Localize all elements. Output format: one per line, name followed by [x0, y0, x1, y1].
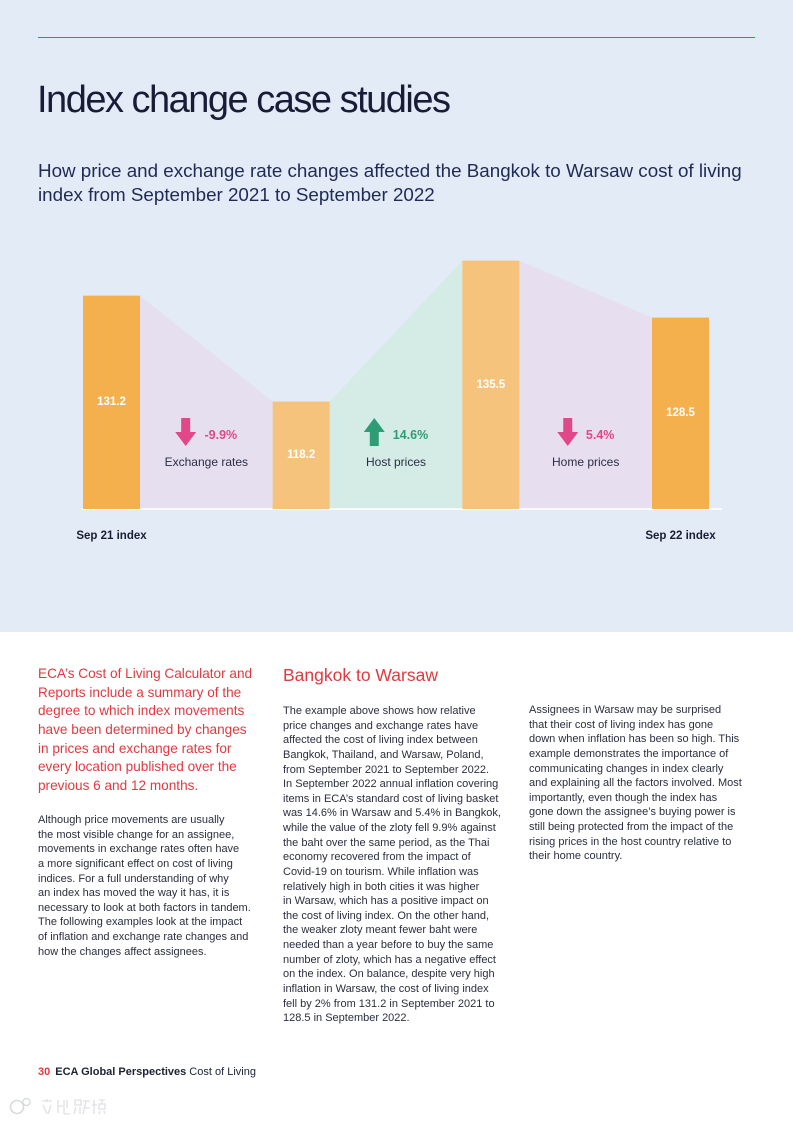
- text-line: Covid-19 on tourism. While inflation was: [283, 865, 479, 878]
- text-line: Bangkok, Thailand, and Warsaw, Poland,: [283, 748, 484, 761]
- change-band: [329, 260, 463, 509]
- chart-canvas: [82, 260, 722, 510]
- text-line: Although price movements are usually: [38, 814, 225, 826]
- text-line: relatively high in both cities it was hi…: [283, 880, 480, 893]
- index-bar: [83, 295, 140, 509]
- text-line: indices. For a full understanding of why: [38, 872, 229, 885]
- text-line: necessary to look at both factors in tan…: [38, 901, 251, 914]
- arrow-shape: [556, 418, 578, 446]
- top-rule: [38, 36, 755, 38]
- text-line: 128.5 in September 2022.: [283, 1012, 410, 1025]
- intro-line: degree to which index movements: [38, 703, 245, 719]
- intro-line: every location published over the: [38, 759, 237, 775]
- chart-title: How price and exchange rate changes affe…: [38, 159, 742, 206]
- text-line: the cost of living index. On the other h…: [283, 909, 490, 922]
- text-line: needed than a year before to buy the sam…: [283, 939, 494, 951]
- watermark-logo-icon: [9, 1097, 106, 1115]
- text-line: rising prices in the host country relati…: [529, 835, 732, 848]
- chart-title-line: How price and exchange rate changes affe…: [38, 160, 742, 181]
- text-line: inflation in Warsaw, the cost of living …: [283, 982, 489, 995]
- column-3-paragraph: Assignees in Warsaw may be surprised that…: [529, 703, 742, 864]
- intro-paragraph: ECA’s Cost of Living Calculator and Repor…: [38, 665, 252, 796]
- text-line: communicating changes in index clearly: [529, 762, 724, 775]
- text-line: example demonstrates the importance of: [529, 747, 729, 760]
- text-line: the most visible change for an assignee,: [38, 828, 235, 841]
- intro-line: in prices and exchange rates for: [38, 740, 232, 756]
- page-number: 30: [38, 1066, 51, 1078]
- intro-line: previous 6 and 12 months.: [38, 778, 199, 794]
- bar-value-label: 135.5: [476, 378, 506, 391]
- change-band: [519, 260, 653, 509]
- text-line: while the value of the zloty fell 9.9% a…: [283, 822, 496, 834]
- change-value-label: 14.6%: [392, 428, 429, 442]
- change-factor-label: Home prices: [551, 455, 620, 469]
- text-line: on the index. On balance, despite very h…: [283, 968, 495, 981]
- text-line: how the changes affect assignees.: [38, 945, 207, 958]
- text-line: importantly, even though the index has: [529, 791, 718, 804]
- change-annotation: 14.6%: [363, 418, 429, 446]
- text-line: their home country.: [529, 850, 623, 863]
- text-line: still being protected from the impact of…: [529, 821, 734, 833]
- chart-label-layer: -9.9% Exchange rates 14.6% Host prices 5.4% H…: [76, 378, 716, 542]
- text-line: Assignees in Warsaw may be surprised: [529, 704, 722, 716]
- change-band: [140, 295, 273, 509]
- chart-title-line: index from September 2021 to September 2…: [38, 183, 435, 205]
- text-line: down when inflation has been so high. Th…: [529, 733, 740, 746]
- change-annotation: 5.4%: [556, 418, 615, 446]
- text-line: the baht over the same period, as the Th…: [283, 836, 490, 849]
- x-axis-label: Sep 21 index: [76, 530, 147, 542]
- text-line: of inflation and exchange rate changes a…: [38, 931, 249, 943]
- section-heading: Bangkok to Warsaw: [283, 665, 438, 685]
- x-axis-label: Sep 22 index: [645, 530, 716, 542]
- text-line: in Warsaw, which has a positive impact o…: [283, 895, 489, 908]
- column-1-paragraph: Although price movements are usually the …: [38, 813, 251, 959]
- text-line: economy recovered from the impact of: [283, 851, 471, 864]
- text-line: fell by 2% from 131.2 in September 2021 …: [283, 997, 495, 1010]
- watermark: [6, 1094, 106, 1122]
- text-line: and explaining all the factors involved.…: [529, 777, 742, 790]
- text-line: movements in exchange rates often have: [38, 843, 240, 856]
- intro-line: ECA’s Cost of Living Calculator and: [38, 666, 253, 681]
- change-factor-label: Exchange rates: [164, 455, 249, 469]
- change-value-label: -9.9%: [204, 428, 238, 442]
- waterfall-chart: -9.9% Exchange rates 14.6% Host prices 5.4% H…: [76, 260, 722, 542]
- change-value-label: 5.4%: [585, 428, 615, 442]
- text-line: number of zloty, which has a negative ef…: [283, 953, 496, 966]
- publication-name: ECA Global Perspectives: [55, 1066, 187, 1078]
- intro-line: have been determined by changes: [38, 722, 247, 738]
- arrow-up-icon: [363, 418, 385, 446]
- text-line: a more significant effect on cost of liv…: [38, 857, 233, 870]
- arrow-shape: [175, 418, 197, 446]
- text-line: the weaker zloty meant fewer baht were: [283, 924, 478, 937]
- page-footer: 30 ECA Global Perspectives Cost of Living: [38, 1065, 256, 1079]
- text-line: gone down the assignee’s buying power is: [529, 806, 736, 819]
- arrow-down-icon: [556, 418, 578, 446]
- index-bar: [272, 401, 330, 509]
- text-line: was 14.6% in Warsaw and 5.4% in Bangkok,: [283, 807, 501, 820]
- change-factor-label: Host prices: [365, 455, 427, 469]
- text-line: an index has moved the way it has, it is: [38, 887, 230, 900]
- arrow-down-icon: [175, 418, 197, 446]
- intro-line: Reports include a summary of the: [38, 684, 242, 700]
- arrow-shape: [363, 418, 385, 446]
- text-line: In September 2022 annual inflation cover…: [283, 778, 499, 791]
- change-annotation: -9.9%: [175, 418, 238, 446]
- column-2-paragraph: The example above shows how relative pric…: [283, 704, 501, 1026]
- page-title: Index change case studies: [37, 79, 451, 121]
- index-bar: [462, 260, 520, 509]
- index-bar: [652, 317, 710, 509]
- text-line: items in ECA’s standard cost of living b…: [283, 792, 499, 805]
- footer-section-name: Cost of Living: [189, 1066, 256, 1078]
- bar-value-label: 131.2: [97, 396, 126, 409]
- text-line: affected the cost of living index betwee…: [283, 734, 478, 747]
- text-line: price changes and exchange rates have: [283, 719, 479, 732]
- text-line: The example above shows how relative: [283, 705, 476, 717]
- text-line: The following examples look at the impac…: [38, 916, 243, 929]
- bar-value-label: 118.2: [287, 449, 316, 462]
- text-line: from September 2021 to September 2022.: [283, 763, 490, 776]
- bar-value-label: 128.5: [666, 407, 695, 420]
- text-line: that their cost of living index has gone: [529, 718, 714, 731]
